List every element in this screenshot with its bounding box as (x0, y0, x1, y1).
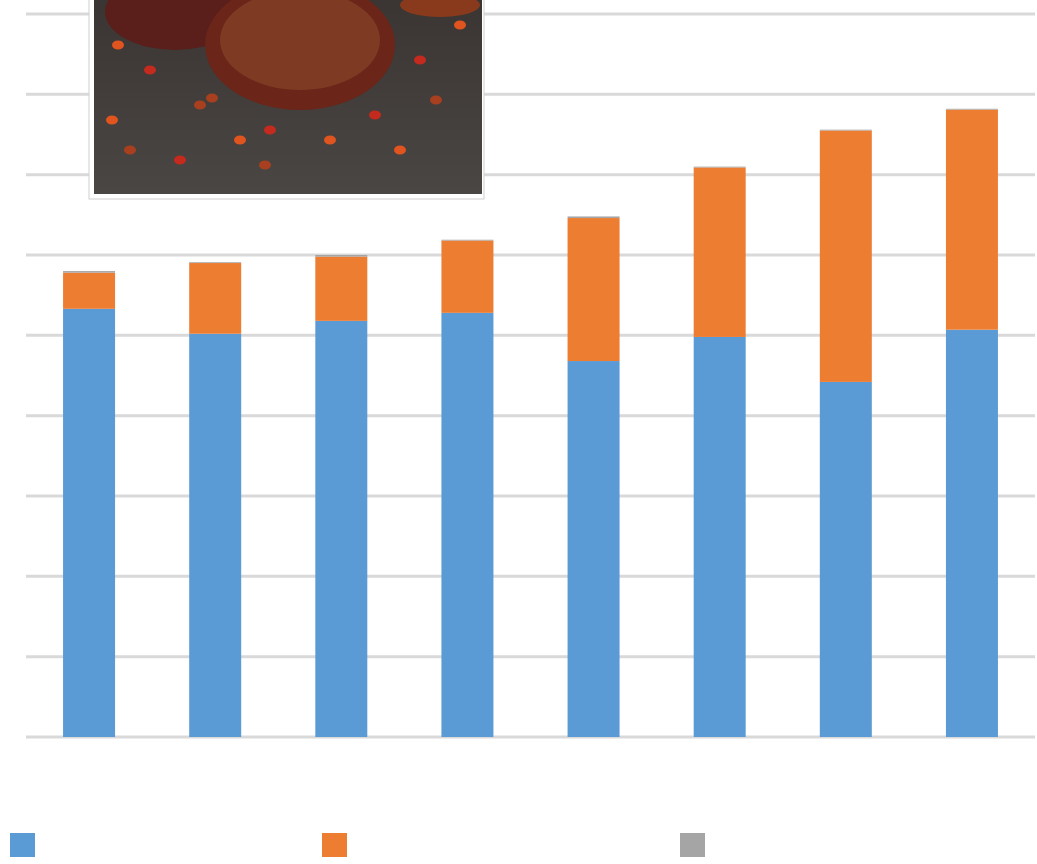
photo-fruit (454, 21, 466, 30)
bar-segment (568, 216, 620, 218)
bar-segment (820, 130, 872, 381)
photo-bunch (220, 0, 380, 90)
photo-fruit (414, 56, 426, 65)
bar-segment (315, 255, 367, 257)
photo-fruit (324, 136, 336, 145)
photo-fruit (106, 116, 118, 125)
photo-fruit (430, 96, 442, 105)
bar-segment (189, 263, 241, 334)
bar-segment (441, 241, 493, 313)
bar-segment (441, 239, 493, 241)
legend-swatch (10, 833, 35, 857)
photo-fruit (206, 94, 218, 103)
bar-segment (189, 262, 241, 264)
bar-segment (946, 330, 998, 737)
photo-fruit (259, 161, 271, 170)
photo-fruit (144, 66, 156, 75)
bars (63, 109, 998, 737)
grid-line (26, 254, 1035, 257)
bar-segment (568, 218, 620, 361)
photo-fruit (112, 41, 124, 50)
chart (0, 0, 1037, 864)
grid-line (26, 736, 1035, 739)
photo-bunch (400, 0, 480, 17)
bar-segment (568, 361, 620, 737)
grid-line (26, 334, 1035, 337)
photo-inset (89, 0, 484, 199)
bar-segment (63, 273, 115, 309)
photo-fruit (234, 136, 246, 145)
photo-fruit (264, 126, 276, 135)
bar-segment (820, 129, 872, 131)
bar-segment (946, 110, 998, 330)
photo-fruit (174, 156, 186, 165)
bar-segment (189, 334, 241, 737)
bar-segment (63, 309, 115, 737)
photo-fruit (394, 146, 406, 155)
photo-fruit (194, 101, 206, 110)
bar-segment (946, 108, 998, 110)
bar-segment (441, 313, 493, 737)
legend-swatch (680, 833, 705, 857)
legend-swatch (322, 833, 347, 857)
photo-fruit (124, 146, 136, 155)
grid-line (26, 575, 1035, 578)
bar-segment (694, 167, 746, 337)
bar-segment (694, 337, 746, 737)
photo-bunch (205, 0, 395, 110)
bar-segment (63, 271, 115, 273)
photo-fruit (369, 111, 381, 120)
bar-segment (315, 321, 367, 737)
grid-line (26, 495, 1035, 498)
grid-line (26, 414, 1035, 417)
bar-segment (820, 382, 872, 737)
grid-line (26, 655, 1035, 658)
bar-segment (315, 257, 367, 321)
bar-segment (694, 166, 746, 168)
